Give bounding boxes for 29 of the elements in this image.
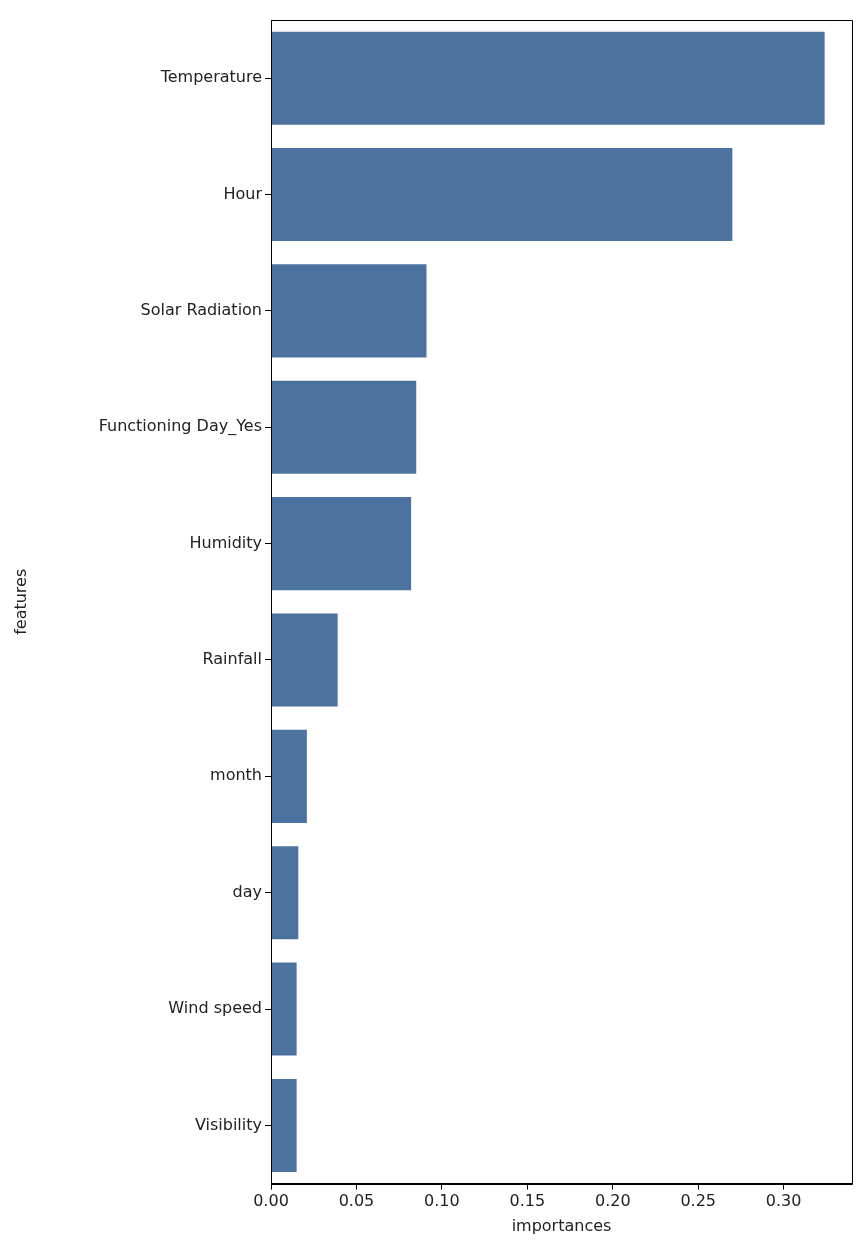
x-tick-label: 0.10 — [424, 1191, 460, 1211]
bar — [271, 264, 427, 358]
y-tick-label: Visibility — [194, 1114, 262, 1134]
x-tick-label: 0.30 — [765, 1191, 802, 1211]
y-axis-title: features — [10, 568, 30, 635]
bar — [271, 497, 412, 591]
y-tick-label: month — [210, 765, 262, 785]
y-tick-label: Temperature — [159, 67, 262, 87]
bar — [271, 846, 299, 940]
x-tick-label: 0.00 — [253, 1191, 289, 1211]
y-tick-label: Rainfall — [202, 649, 262, 669]
y-tick-label: day — [232, 881, 262, 901]
y-tick-label: Wind speed — [168, 998, 262, 1018]
x-tick-label: 0.15 — [509, 1191, 546, 1211]
bar — [271, 1078, 297, 1172]
bar — [271, 613, 338, 707]
y-tick-label: Solar Radiation — [140, 300, 262, 320]
y-tick-label: Functioning Day_Yes — [98, 416, 262, 437]
bar — [271, 729, 307, 823]
x-tick-label: 0.20 — [594, 1191, 631, 1211]
x-tick-label: 0.25 — [680, 1191, 717, 1211]
bar — [271, 962, 297, 1056]
y-tick-label: Humidity — [189, 532, 262, 552]
y-tick-label: Hour — [223, 183, 263, 203]
x-tick-label: 0.05 — [338, 1191, 375, 1211]
bar — [271, 31, 825, 125]
bar — [271, 380, 417, 474]
x-axis-title: importances — [511, 1215, 612, 1235]
bar — [271, 148, 733, 242]
